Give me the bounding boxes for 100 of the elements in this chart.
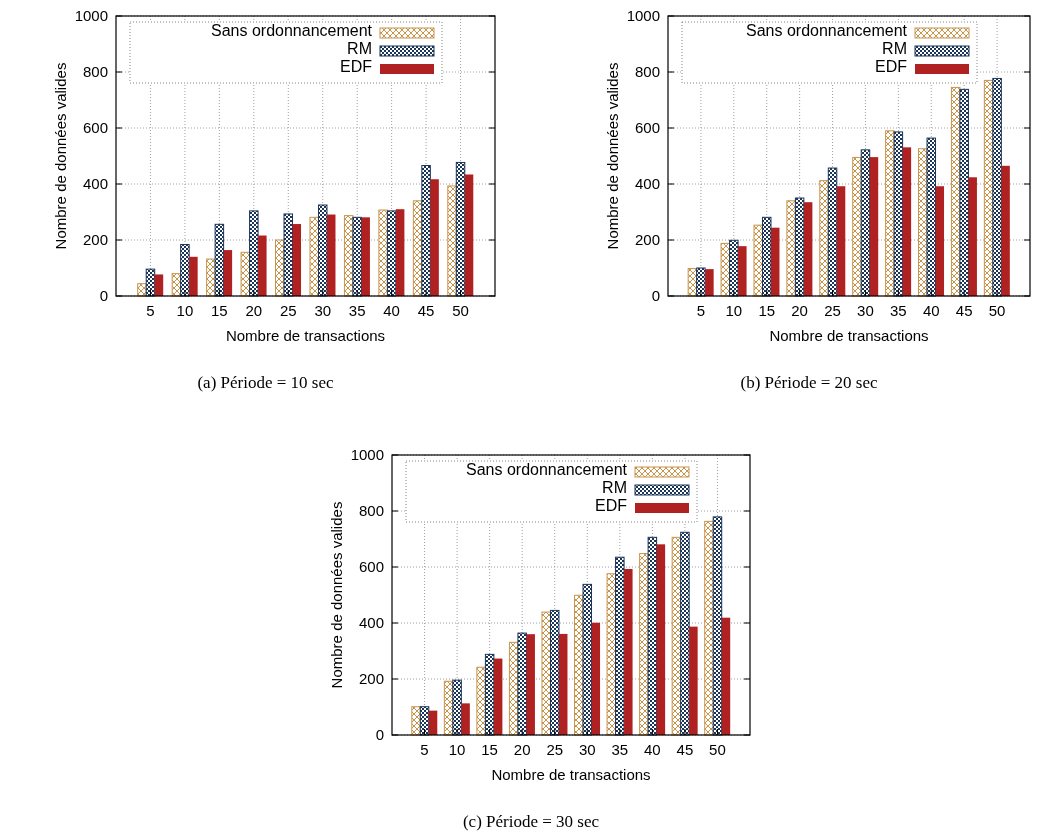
bar — [935, 186, 945, 296]
x-axis-title: Nombre de transactions — [225, 327, 386, 344]
y-axis-title: Nombre de données valides — [328, 501, 345, 689]
bar — [447, 185, 457, 297]
bar — [720, 242, 731, 297]
legend-label: EDF — [595, 497, 628, 514]
bar — [680, 531, 690, 736]
text: (a) Période = 10 sec — [197, 373, 334, 392]
bar — [386, 210, 397, 297]
x-tick-label: 45 — [676, 741, 694, 758]
bar — [992, 77, 1002, 297]
bar — [154, 274, 164, 296]
bar — [258, 235, 267, 296]
legend-label: RM — [602, 479, 627, 496]
text: (b) Période = 20 sec — [740, 373, 878, 392]
y-tick-label: 200 — [82, 231, 108, 248]
bar — [647, 536, 658, 736]
bar — [869, 157, 879, 296]
bar — [189, 256, 198, 296]
bar — [761, 216, 772, 297]
bar — [461, 703, 470, 735]
legend-label: Sans ordonnancement — [211, 22, 373, 39]
bar — [1001, 165, 1010, 296]
x-tick-label: 25 — [279, 302, 297, 319]
bar — [476, 666, 486, 736]
y-tick-label: 0 — [651, 287, 660, 304]
x-tick-label: 5 — [696, 302, 706, 319]
bar — [689, 626, 698, 735]
bar — [860, 149, 871, 297]
y-tick-label: 200 — [634, 231, 660, 248]
bar — [493, 658, 503, 735]
x-tick-label: 30 — [578, 741, 596, 758]
x-tick-label: 50 — [988, 302, 1006, 319]
bar — [223, 250, 233, 296]
bar — [959, 88, 969, 297]
bar — [803, 202, 813, 296]
bar — [696, 267, 706, 297]
bar — [526, 634, 535, 735]
bar — [738, 246, 747, 296]
bar — [419, 706, 430, 736]
y-tick-label: 400 — [358, 614, 384, 631]
bar — [705, 269, 714, 296]
bar — [411, 706, 421, 736]
x-tick-label: 10 — [448, 741, 466, 758]
text: (c) Période = 30 sec — [462, 812, 600, 831]
bar — [292, 224, 302, 296]
y-tick-label: 1000 — [350, 446, 384, 463]
bar — [794, 197, 805, 297]
x-tick-label: 30 — [857, 302, 874, 319]
x-tick-label: 20 — [791, 302, 808, 319]
bar — [145, 268, 156, 297]
bar — [421, 165, 431, 297]
bar — [309, 216, 319, 297]
bar — [721, 617, 731, 735]
y-tick-label: 600 — [82, 119, 108, 136]
bar — [704, 520, 714, 736]
bar — [902, 147, 912, 296]
x-tick-label: 5 — [146, 302, 155, 319]
bar — [430, 179, 439, 296]
bar — [283, 213, 294, 297]
bar — [753, 224, 763, 297]
legend-label: Sans ordonnancement — [746, 22, 908, 39]
legend-label: EDF — [875, 58, 908, 75]
bar — [615, 556, 625, 736]
bar — [395, 209, 405, 296]
y-tick-label: 800 — [82, 63, 108, 80]
y-tick-label: 400 — [82, 175, 108, 192]
y-axis-title: Nombre de données valides — [52, 62, 69, 250]
x-tick-label: 35 — [348, 302, 366, 319]
bar — [361, 217, 370, 296]
x-tick-label: 40 — [644, 741, 661, 758]
legend-label: RM — [882, 40, 907, 57]
y-tick-label: 800 — [634, 63, 660, 80]
bar — [452, 679, 462, 736]
bar — [926, 137, 937, 297]
bar — [317, 204, 328, 297]
y-tick-label: 0 — [99, 287, 108, 304]
x-tick-label: 35 — [611, 741, 629, 758]
bar — [606, 573, 617, 736]
bar — [656, 544, 666, 735]
x-tick-label: 5 — [420, 741, 429, 758]
bar — [549, 609, 560, 736]
bar — [836, 186, 846, 296]
bar — [770, 227, 780, 296]
bar — [484, 653, 495, 736]
x-tick-label: 40 — [922, 302, 940, 319]
x-tick-label: 50 — [709, 741, 726, 758]
x-tick-label: 35 — [890, 302, 907, 319]
x-tick-label: 40 — [383, 302, 400, 319]
x-tick-label: 20 — [513, 741, 531, 758]
x-tick-label: 15 — [481, 741, 498, 758]
y-tick-label: 1000 — [74, 7, 108, 24]
x-tick-label: 45 — [955, 302, 973, 319]
bar — [378, 209, 388, 297]
bar — [455, 161, 466, 297]
bar — [180, 243, 190, 297]
x-tick-label: 10 — [725, 302, 743, 319]
bar — [819, 180, 829, 297]
bar — [249, 210, 259, 297]
bar — [591, 622, 601, 735]
